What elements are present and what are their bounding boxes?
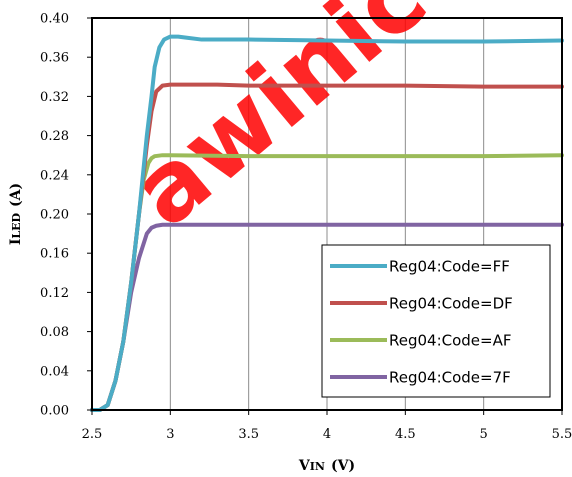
series-lines [90,34,564,412]
y-tick-label: 0.04 [40,364,69,379]
y-tick-label: 0.00 [40,404,69,419]
x-axis-ticks: 2.5 3 3.5 4 4.5 5 5.5 [82,410,572,442]
x-tick-label: 2.5 [82,427,103,442]
watermark-text: awinic [111,0,447,248]
y-tick-label: 0.36 [40,51,69,66]
y-axis-title-unit: (A) [8,183,24,207]
y-tick-label: 0.40 [40,12,69,27]
x-tick-label: 3.5 [238,427,259,442]
y-tick-label: 0.20 [40,208,69,223]
y-tick-label: 0.08 [40,325,69,340]
legend-label: Reg04:Code=FF [389,258,510,276]
y-tick-label: 0.16 [40,247,69,262]
legend: Reg04:Code=FF Reg04:Code=DF Reg04:Code=AF R… [321,244,551,398]
legend-label: Reg04:Code=7F [389,369,511,387]
y-axis-title-sub: LED [10,212,23,238]
y-tick-label: 0.24 [40,168,69,183]
y-tick-label: 0.12 [40,286,69,301]
series-line-reg04-code-ff [90,34,564,412]
x-tick-label: 4 [323,427,331,442]
x-axis-title-sub: IN [310,460,325,473]
legend-box [321,244,551,398]
y-tick-label: 0.32 [40,90,69,105]
legend-label: Reg04:Code=AF [389,332,512,350]
y-axis-ticks: 0.00 0.04 0.08 0.12 0.16 0.20 0.24 0.28 0.32 0.36… [40,12,92,419]
y-tick-label: 0.28 [40,129,69,144]
y-axis-title-main: I [8,239,24,246]
x-axis-title-main: V [298,458,311,474]
x-tick-label: 5.5 [552,427,572,442]
x-axis-title: VIN (V) [298,458,355,474]
legend-label: Reg04:Code=DF [389,295,513,313]
x-tick-label: 4.5 [395,427,416,442]
x-axis-title-unit: (V) [331,458,355,474]
x-tick-label: 5 [480,427,488,442]
x-tick-label: 3 [166,427,174,442]
y-axis-title: ILED (A) [8,183,24,245]
